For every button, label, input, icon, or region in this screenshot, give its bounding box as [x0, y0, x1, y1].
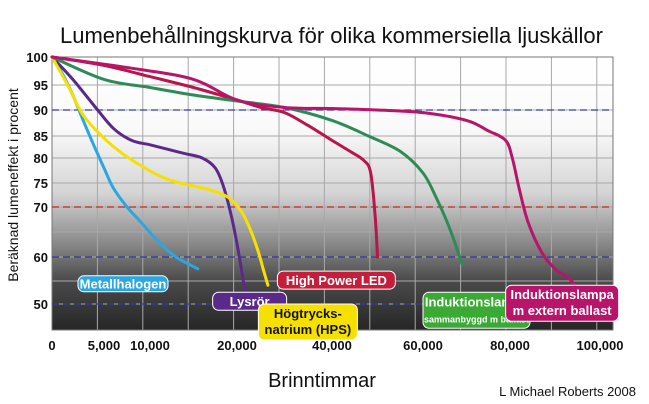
y-tick-label: 50 — [34, 297, 48, 312]
series-line-4 — [50, 55, 464, 266]
x-tick-label: 100,000 — [577, 338, 624, 353]
y-tick-label: 90 — [34, 103, 48, 118]
series-label-text: Metallhalogen — [80, 276, 167, 291]
y-tick-label: 75 — [34, 176, 48, 191]
series-label-text: Lysrör — [230, 294, 270, 309]
chart-title: Lumenbehållningskurva för olika kommersi… — [60, 23, 603, 48]
y-tick-label: 70 — [34, 200, 48, 215]
y-tick-labels: 100 95 90 85 80 75 70 60 50 — [26, 50, 48, 312]
series-label-text: natrium (HPS) — [265, 322, 352, 337]
x-tick-label: 5,000 — [88, 338, 121, 353]
series-label-text: Induktionslampa — [425, 294, 529, 309]
series-label-text: sammanbyggd m ballast — [424, 314, 529, 324]
x-tick-label: 0 — [48, 338, 55, 353]
credit-text: L Michael Roberts 2008 — [499, 384, 636, 399]
y-tick-label: 100 — [26, 50, 48, 65]
series-line-2 — [50, 55, 270, 287]
series-label-box — [77, 275, 169, 293]
y-tick-label: 80 — [34, 151, 48, 166]
y-tick-label: 95 — [34, 78, 48, 93]
x-tick-label: 20,000 — [217, 338, 257, 353]
x-tick-labels: 0 5,000 10,000 20,000 40,000 60,000 80,000 100,… — [48, 338, 623, 353]
series-line-1 — [50, 55, 251, 301]
series-label-text: Induktionslampa — [511, 287, 615, 302]
x-axis-label: Brinntimmar — [268, 370, 376, 392]
series-label-4: Induktionslampa sammanbyggd m ballast — [422, 291, 531, 329]
series-label-box — [276, 270, 396, 290]
x-tick-label: 60,000 — [403, 338, 443, 353]
x-tick-label: 10,000 — [130, 338, 170, 353]
y-axis-label: Beräknad lumeneffekt i procent — [5, 88, 21, 282]
series-label-text: High Power LED — [286, 273, 387, 288]
series-line-5 — [50, 55, 577, 287]
series-label-text: Högtrycks- — [274, 306, 342, 321]
x-tick-label: 40,000 — [312, 338, 352, 353]
series-label-text: m extern ballast — [513, 303, 613, 318]
series-label-2: Högtrycks-natrium (HPS) — [257, 303, 358, 341]
y-tick-label: 60 — [34, 250, 48, 265]
series-label-0: Metallhalogen — [77, 275, 169, 293]
series-line-3 — [50, 55, 379, 259]
y-tick-label: 85 — [34, 129, 48, 144]
series-label-box — [505, 284, 620, 322]
series-label-3: High Power LED — [276, 270, 396, 290]
x-tick-label: 80,000 — [490, 338, 530, 353]
series-label-box — [257, 303, 358, 341]
series-lines — [50, 55, 577, 301]
